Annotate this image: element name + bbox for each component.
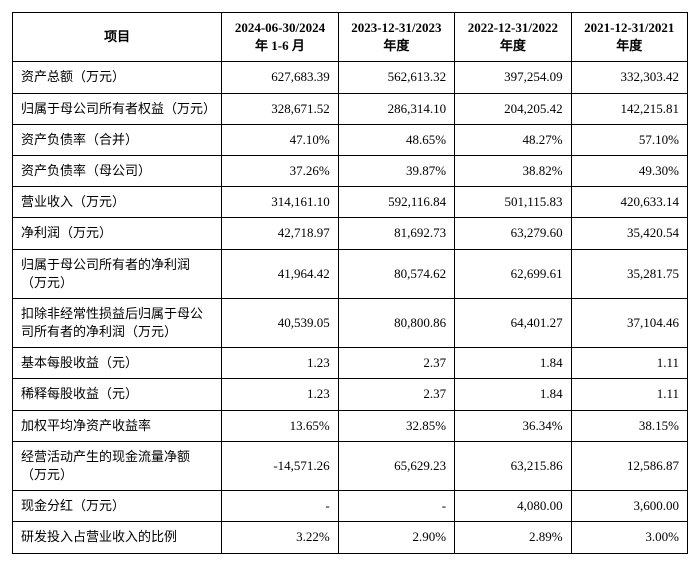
row-value: 1.11 [571,348,687,379]
financial-table: 项目 2024-06-30/2024 年 1-6 月 2023-12-31/20… [12,12,688,554]
table-row: 研发投入占营业收入的比例3.22%2.90%2.89%3.00% [13,522,688,553]
row-value: 314,161.10 [222,187,338,218]
table-row: 经营活动产生的现金流量净额（万元）-14,571.2665,629.2363,2… [13,441,688,490]
table-row: 资产总额（万元）627,683.39562,613.32397,254.0933… [13,62,688,93]
col-header-item: 项目 [13,13,222,62]
row-value: 48.27% [455,124,571,155]
row-label: 归属于母公司所有者权益（万元） [13,93,222,124]
row-value: 501,115.83 [455,187,571,218]
row-label: 资产负债率（合并） [13,124,222,155]
row-value: 592,116.84 [338,187,454,218]
row-value: 204,205.42 [455,93,571,124]
row-value: - [222,491,338,522]
row-value: 1.84 [455,379,571,410]
row-value: 47.10% [222,124,338,155]
row-value: 1.11 [571,379,687,410]
row-label: 净利润（万元） [13,218,222,249]
row-label: 营业收入（万元） [13,187,222,218]
table-row: 基本每股收益（元）1.232.371.841.11 [13,348,688,379]
table-row: 资产负债率（合并）47.10%48.65%48.27%57.10% [13,124,688,155]
row-value: 13.65% [222,410,338,441]
row-value: 420,633.14 [571,187,687,218]
row-value: 332,303.42 [571,62,687,93]
table-row: 资产负债率（母公司）37.26%39.87%38.82%49.30% [13,155,688,186]
row-value: 1.23 [222,379,338,410]
row-value: 2.90% [338,522,454,553]
table-row: 营业收入（万元）314,161.10592,116.84501,115.8342… [13,187,688,218]
row-value: 48.65% [338,124,454,155]
row-value: 64,401.27 [455,298,571,347]
col-header-2021: 2021-12-31/2021 年度 [571,13,687,62]
row-value: 81,692.73 [338,218,454,249]
row-value: - [338,491,454,522]
row-value: 80,800.86 [338,298,454,347]
row-value: 2.89% [455,522,571,553]
table-row: 扣除非经常性损益后归属于母公司所有者的净利润（万元）40,539.0580,80… [13,298,688,347]
row-value: 2.37 [338,348,454,379]
col-header-2023: 2023-12-31/2023 年度 [338,13,454,62]
row-label: 研发投入占营业收入的比例 [13,522,222,553]
row-value: 4,080.00 [455,491,571,522]
row-value: 3,600.00 [571,491,687,522]
col-header-2022: 2022-12-31/2022 年度 [455,13,571,62]
table-row: 归属于母公司所有者权益（万元）328,671.52286,314.10204,2… [13,93,688,124]
row-value: 38.15% [571,410,687,441]
row-value: 627,683.39 [222,62,338,93]
row-value: 36.34% [455,410,571,441]
row-value: 38.82% [455,155,571,186]
row-value: 1.23 [222,348,338,379]
row-value: 37,104.46 [571,298,687,347]
row-value: 35,281.75 [571,249,687,298]
table-row: 净利润（万元）42,718.9781,692.7363,279.6035,420… [13,218,688,249]
table-row: 加权平均净资产收益率13.65%32.85%36.34%38.15% [13,410,688,441]
row-value: -14,571.26 [222,441,338,490]
col-header-2024h1: 2024-06-30/2024 年 1-6 月 [222,13,338,62]
row-value: 286,314.10 [338,93,454,124]
row-label: 经营活动产生的现金流量净额（万元） [13,441,222,490]
row-label: 资产负债率（母公司） [13,155,222,186]
row-label: 归属于母公司所有者的净利润（万元） [13,249,222,298]
row-value: 49.30% [571,155,687,186]
table-row: 稀释每股收益（元）1.232.371.841.11 [13,379,688,410]
row-label: 现金分红（万元） [13,491,222,522]
table-header-row: 项目 2024-06-30/2024 年 1-6 月 2023-12-31/20… [13,13,688,62]
row-value: 63,279.60 [455,218,571,249]
row-value: 3.22% [222,522,338,553]
row-value: 42,718.97 [222,218,338,249]
row-value: 142,215.81 [571,93,687,124]
table-row: 现金分红（万元）--4,080.003,600.00 [13,491,688,522]
row-value: 3.00% [571,522,687,553]
row-value: 32.85% [338,410,454,441]
row-value: 37.26% [222,155,338,186]
row-value: 62,699.61 [455,249,571,298]
row-label: 扣除非经常性损益后归属于母公司所有者的净利润（万元） [13,298,222,347]
table-row: 归属于母公司所有者的净利润（万元）41,964.4280,574.6262,69… [13,249,688,298]
table-body: 资产总额（万元）627,683.39562,613.32397,254.0933… [13,62,688,553]
row-value: 41,964.42 [222,249,338,298]
row-value: 63,215.86 [455,441,571,490]
row-value: 65,629.23 [338,441,454,490]
row-value: 39.87% [338,155,454,186]
row-value: 397,254.09 [455,62,571,93]
row-value: 80,574.62 [338,249,454,298]
row-value: 35,420.54 [571,218,687,249]
row-label: 稀释每股收益（元） [13,379,222,410]
row-value: 328,671.52 [222,93,338,124]
row-value: 1.84 [455,348,571,379]
row-value: 562,613.32 [338,62,454,93]
row-value: 57.10% [571,124,687,155]
row-label: 资产总额（万元） [13,62,222,93]
row-value: 40,539.05 [222,298,338,347]
row-label: 基本每股收益（元） [13,348,222,379]
row-value: 2.37 [338,379,454,410]
row-label: 加权平均净资产收益率 [13,410,222,441]
row-value: 12,586.87 [571,441,687,490]
